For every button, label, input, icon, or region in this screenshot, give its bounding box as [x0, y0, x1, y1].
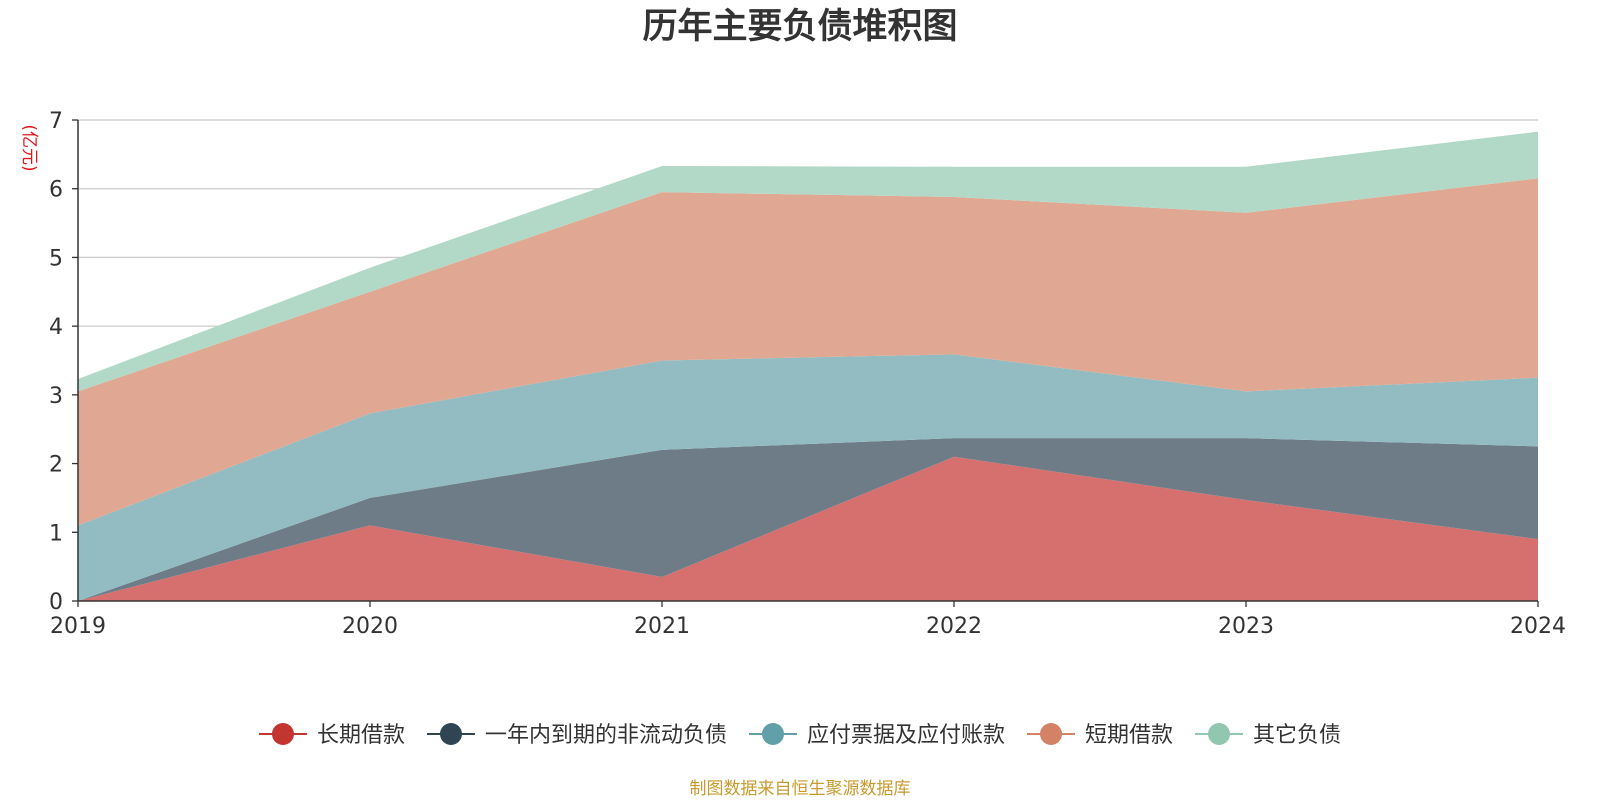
legend-item-4[interactable]: 其它负债 — [1195, 723, 1341, 748]
legend-circle-icon — [439, 723, 462, 745]
x-tick-label-2019: 2019 — [50, 614, 106, 639]
legend-item-2[interactable]: 应付票据及应付账款 — [748, 723, 1005, 748]
y-tick-label-2: 2 — [49, 453, 63, 478]
chart-title: 历年主要负债堆积图 — [642, 7, 957, 47]
legend-item-1[interactable]: 一年内到期的非流动负债 — [426, 723, 727, 748]
area-series-2 — [78, 354, 1538, 601]
y-tick-label-5: 5 — [49, 246, 63, 271]
x-tick-label-2022: 2022 — [926, 614, 982, 639]
legend-circle-icon — [1040, 723, 1063, 745]
x-tick-label-2024: 2024 — [1510, 614, 1566, 639]
y-tick-label-4: 4 — [49, 315, 63, 340]
y-tick-label-0: 0 — [49, 590, 63, 615]
legend-label: 其它负债 — [1253, 723, 1341, 748]
legend-item-3[interactable]: 短期借款 — [1027, 723, 1173, 748]
x-tick-label-2023: 2023 — [1218, 614, 1274, 639]
legend-label: 长期借款 — [317, 723, 405, 748]
legend-circle-icon — [271, 723, 294, 745]
legend[interactable]: 长期借款 一年内到期的非流动负债 应付票据及应付账款 短期借款 其它负债 — [258, 723, 1341, 748]
source-note: 制图数据来自恒生聚源数据库 — [690, 779, 911, 799]
y-tick-label-1: 1 — [49, 521, 63, 546]
y-tick-label-3: 3 — [49, 384, 63, 409]
x-tick-label-2020: 2020 — [342, 614, 398, 639]
axes: 0 1 2 3 4 5 6 7 2019 2020 2021 2022 2023 2024 — [49, 109, 1566, 639]
area-series-0 — [78, 456, 1538, 601]
area-series-4 — [78, 131, 1538, 392]
area-series — [78, 131, 1538, 601]
area-series-3 — [78, 178, 1538, 526]
legend-label: 短期借款 — [1085, 723, 1173, 748]
legend-circle-icon — [1208, 723, 1231, 745]
area-series-1 — [78, 438, 1538, 601]
legend-circle-icon — [761, 723, 784, 745]
y-axis-unit-label: (亿元) — [19, 124, 39, 171]
y-tick-label-7: 7 — [49, 109, 63, 134]
y-tick-label-6: 6 — [49, 178, 63, 203]
legend-item-0[interactable]: 长期借款 — [258, 723, 405, 748]
x-tick-label-2021: 2021 — [634, 614, 690, 639]
legend-label: 应付票据及应付账款 — [807, 723, 1005, 748]
legend-label: 一年内到期的非流动负债 — [485, 723, 727, 748]
